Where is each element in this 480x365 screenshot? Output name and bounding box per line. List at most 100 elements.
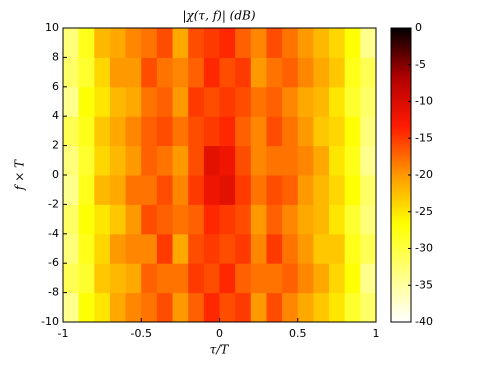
heat-cell [282,145,299,176]
heat-cell [266,204,283,235]
heat-cell [172,175,189,205]
heat-cell [78,28,95,58]
heat-cell [109,292,127,323]
heat-cell [156,57,174,88]
heat-cell [156,175,174,205]
heat-cell [360,145,377,176]
heat-cell [125,57,142,88]
colorbar-tick-label: 0 [415,21,422,34]
y-tick-label: -8 [48,286,59,299]
y-tick-label: 10 [45,21,59,34]
heat-cell [78,86,95,117]
heat-cell [313,233,330,264]
heat-cell [360,175,377,205]
heat-cell [203,233,220,264]
heat-cell [125,292,142,323]
heat-cell [266,292,283,323]
heat-cell [282,263,299,294]
heat-cell [235,28,252,58]
heat-cell [344,28,361,58]
heat-cell [266,233,283,264]
heat-cell [203,204,220,235]
heat-cell [172,145,189,176]
heat-cell [360,57,377,88]
heat-cell [188,28,205,58]
heat-cell [329,233,346,264]
y-tick-label: 2 [52,139,59,152]
x-tick-label: 1 [373,327,380,340]
x-tick-label: -0.5 [131,327,152,340]
y-tick-label: -10 [41,315,59,328]
heat-cell [63,204,80,235]
heat-cell [125,86,142,117]
heat-cell [266,116,283,147]
heat-cell [188,116,205,147]
heat-cell [344,204,361,235]
heat-cell [63,145,80,176]
heat-cell [329,116,346,147]
heat-cell [63,175,80,205]
heat-cell [141,57,158,88]
heat-cell [219,233,236,264]
colorbar-tick-label: -40 [415,315,433,328]
heat-cell [188,57,205,88]
heat-cell [188,175,205,205]
heat-cell [141,204,158,235]
heat-cell [141,116,158,147]
heat-cell [94,292,111,323]
heat-cell [329,175,346,205]
heat-cell [344,263,361,294]
heat-cell [329,28,346,58]
heat-cell [360,263,377,294]
y-tick-label: -2 [48,197,59,210]
heat-cell [109,116,127,147]
heat-cell [360,204,377,235]
heat-cell [235,116,252,147]
heat-cell [141,145,158,176]
heat-cell [156,116,174,147]
heat-cell [250,233,267,264]
heat-cell [172,28,189,58]
heat-cell [219,145,236,176]
heat-cell [78,233,95,264]
heat-cell [313,86,330,117]
heat-cell [63,86,80,117]
heat-cell [235,204,252,235]
heat-cell [360,116,377,147]
heat-cell [172,204,189,235]
heat-cell [109,175,127,205]
heat-cell [156,204,174,235]
heat-cell [156,263,174,294]
heat-cell [94,116,111,147]
heat-cell [109,145,127,176]
heat-cell [297,204,314,235]
heat-cell [297,233,314,264]
heat-cell [235,57,252,88]
heat-cell [250,57,267,88]
heat-cell [266,263,283,294]
heat-cell [78,145,95,176]
heat-cell [94,57,111,88]
heat-cell [297,263,314,294]
heat-cell [63,28,80,58]
heat-cell [172,116,189,147]
heat-cell [125,263,142,294]
heat-cell [219,175,236,205]
heat-cell [282,86,299,117]
heat-cell [219,292,236,323]
heat-cell [203,292,220,323]
heat-cell [203,86,220,117]
heat-cell [266,57,283,88]
heat-cell [250,145,267,176]
heat-cell [250,175,267,205]
heat-cell [235,86,252,117]
heat-cell [282,204,299,235]
heat-cell [78,263,95,294]
heat-cell [188,263,205,294]
heat-cell [63,116,80,147]
heat-cell [282,28,299,58]
x-tick-label: 0.5 [289,327,307,340]
heat-cell [141,292,158,323]
chart-title: |χ(τ, f)| (dB) [182,9,255,23]
